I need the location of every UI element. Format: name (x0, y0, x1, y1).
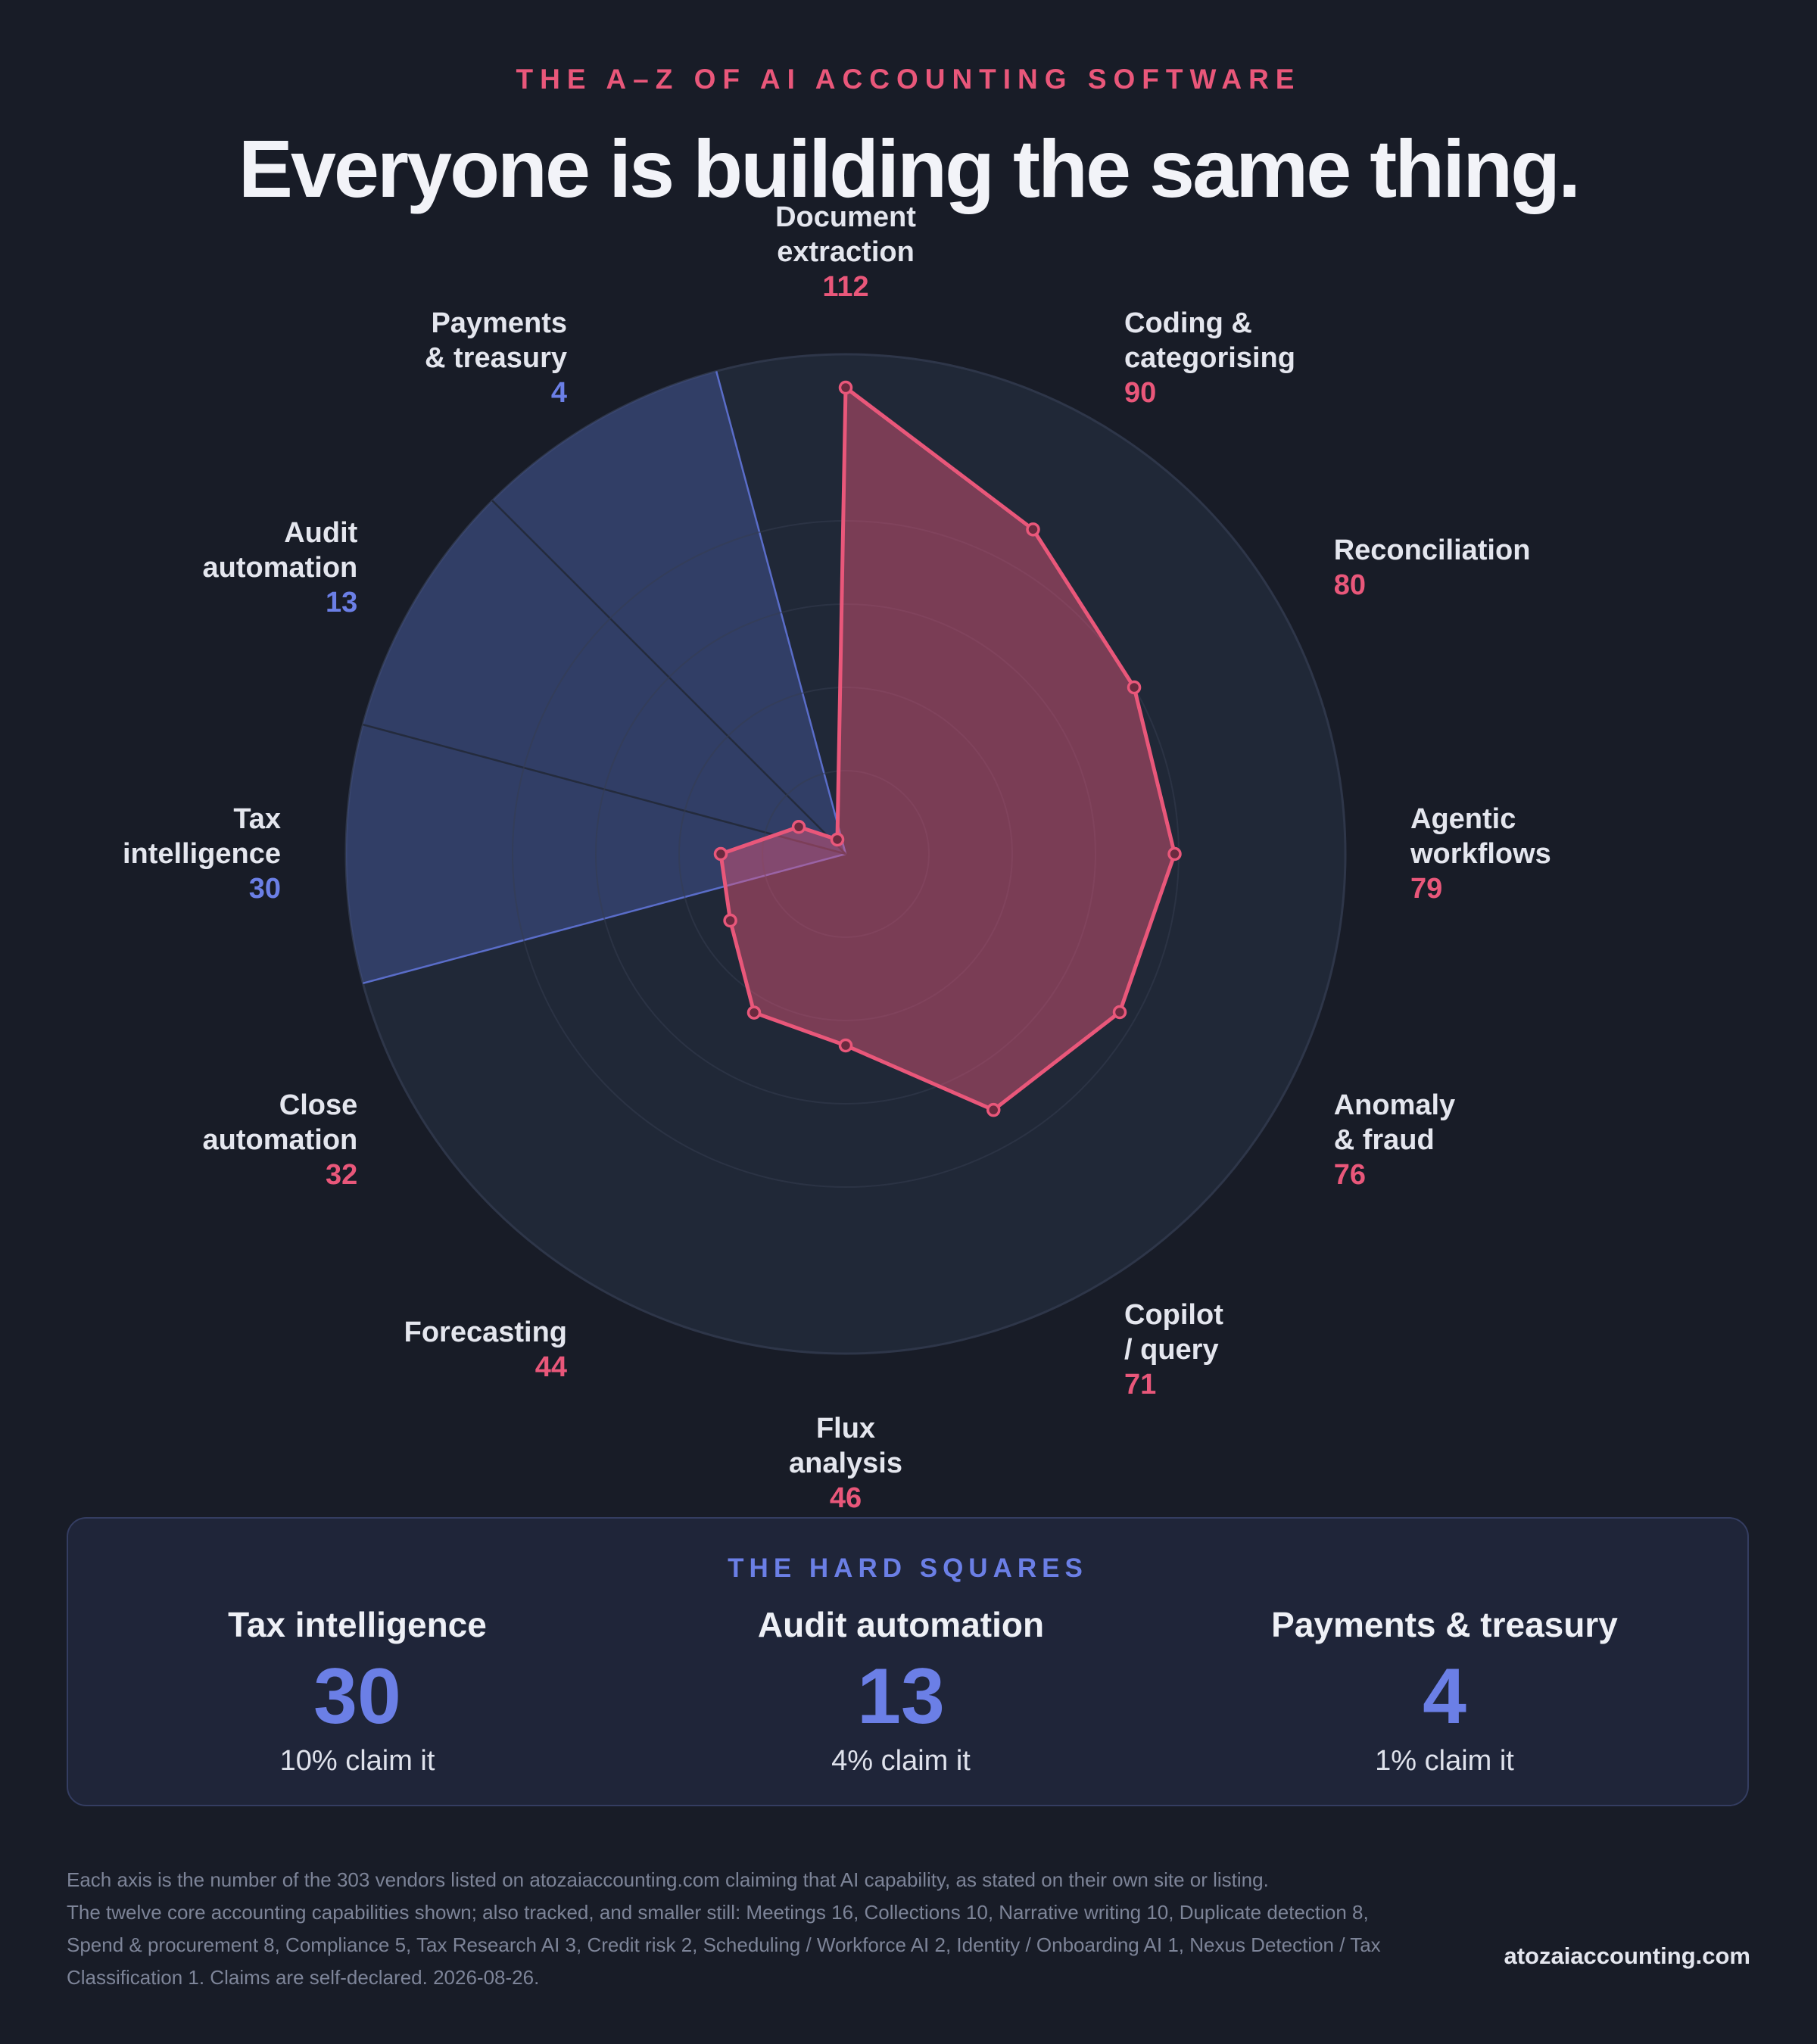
axis-label: Tax intelligence 30 (0, 802, 281, 906)
footnote-line: Each axis is the number of the 303 vendo… (67, 1868, 1269, 1891)
radar-chart (344, 353, 1347, 1355)
hard-square-name: Payments & treasury (1271, 1605, 1618, 1644)
data-point (838, 380, 853, 395)
hard-square-share: 4% claim it (831, 1745, 971, 1777)
axis-count: 112 (822, 271, 869, 303)
axis-name: Forecasting (404, 1316, 567, 1348)
data-point (1127, 680, 1142, 695)
grid-ring (595, 603, 1096, 1105)
axis-name: Payments & treasury (425, 307, 567, 375)
axis-count: 32 (326, 1159, 358, 1191)
axis-label: Agentic workflows 79 (1410, 802, 1551, 906)
axis-count: 44 (535, 1351, 567, 1383)
axis-label: Payments & treasury 4 (249, 306, 567, 410)
data-point (723, 913, 737, 928)
page-title: Everyone is building the same thing. (238, 123, 1581, 214)
axis-count: 46 (829, 1482, 862, 1514)
hard-square-name: Tax intelligence (228, 1605, 487, 1644)
axis-name: Close automation (202, 1089, 358, 1156)
axis-name: Flux analysis (789, 1413, 902, 1479)
axis-name: Tax intelligence (122, 803, 281, 870)
axis-count: 80 (1333, 569, 1366, 601)
grid-ring (762, 770, 930, 938)
axis-name: Audit automation (202, 517, 358, 584)
data-point (746, 1005, 762, 1020)
hard-square-payments: Payments & treasury 4 1% claim it (1172, 1604, 1717, 1778)
axis-count: 13 (326, 587, 358, 618)
axis-name: Agentic workflows (1410, 803, 1551, 870)
data-point (830, 832, 845, 847)
footnote: Each axis is the number of the 303 vendo… (67, 1864, 1399, 1994)
axis-label: Coding & categorising 90 (1124, 306, 1295, 410)
data-point (713, 846, 728, 862)
axis-count: 4 (550, 377, 567, 410)
data-point (1167, 846, 1182, 862)
hard-wedge (346, 371, 846, 983)
kicker: THE A–Z OF AI ACCOUNTING SOFTWARE (516, 64, 1301, 95)
axis-label: Forecasting 44 (249, 1315, 567, 1385)
axis-name: Copilot / query (1124, 1298, 1223, 1366)
hard-square-value: 30 (313, 1653, 401, 1740)
data-point (986, 1102, 1001, 1117)
hard-squares-panel: THE HARD SQUARES Tax intelligence 30 10%… (67, 1517, 1749, 1806)
axis-label: Copilot / query 71 (1124, 1298, 1223, 1402)
axis-label: Close automation 32 (39, 1088, 358, 1192)
axis-count: 79 (1410, 873, 1443, 905)
hard-square-value: 13 (857, 1653, 945, 1740)
data-point (1112, 1005, 1127, 1020)
hard-squares-title: THE HARD SQUARES (728, 1553, 1088, 1583)
axis-name: Reconciliation (1333, 534, 1531, 566)
axis-count: 90 (1124, 377, 1157, 410)
hard-square-audit: Audit automation 13 4% claim it (628, 1604, 1173, 1778)
hard-square-name: Audit automation (757, 1605, 1045, 1644)
hard-square-share: 1% claim it (1375, 1745, 1514, 1777)
hard-square-tax: Tax intelligence 30 10% claim it (85, 1604, 630, 1778)
axis-label: Flux analysis 46 (694, 1411, 997, 1516)
footnote-line: The twelve core accounting capabilities … (67, 1901, 1381, 1989)
hard-square-share: 10% claim it (279, 1745, 435, 1777)
axis-name: Anomaly & fraud (1333, 1089, 1456, 1156)
axis-label: Audit automation 13 (39, 516, 358, 620)
site-link[interactable]: atozaiaccounting.com (1504, 1943, 1750, 1969)
axis-count: 76 (1333, 1159, 1366, 1191)
axis-count: 71 (1124, 1368, 1157, 1401)
axis-label: Reconciliation 80 (1334, 533, 1531, 603)
axis-count: 30 (248, 873, 281, 905)
hard-square-value: 4 (1423, 1653, 1466, 1740)
data-point (1026, 522, 1040, 537)
grid-ring (678, 687, 1013, 1021)
data-point (838, 1038, 853, 1053)
axis-label: Document extraction 112 (694, 200, 997, 304)
data-point (791, 820, 806, 834)
axis-name: Document extraction (775, 201, 916, 268)
axis-name: Coding & categorising (1124, 307, 1295, 375)
axis-label: Anomaly & fraud 76 (1334, 1088, 1455, 1192)
